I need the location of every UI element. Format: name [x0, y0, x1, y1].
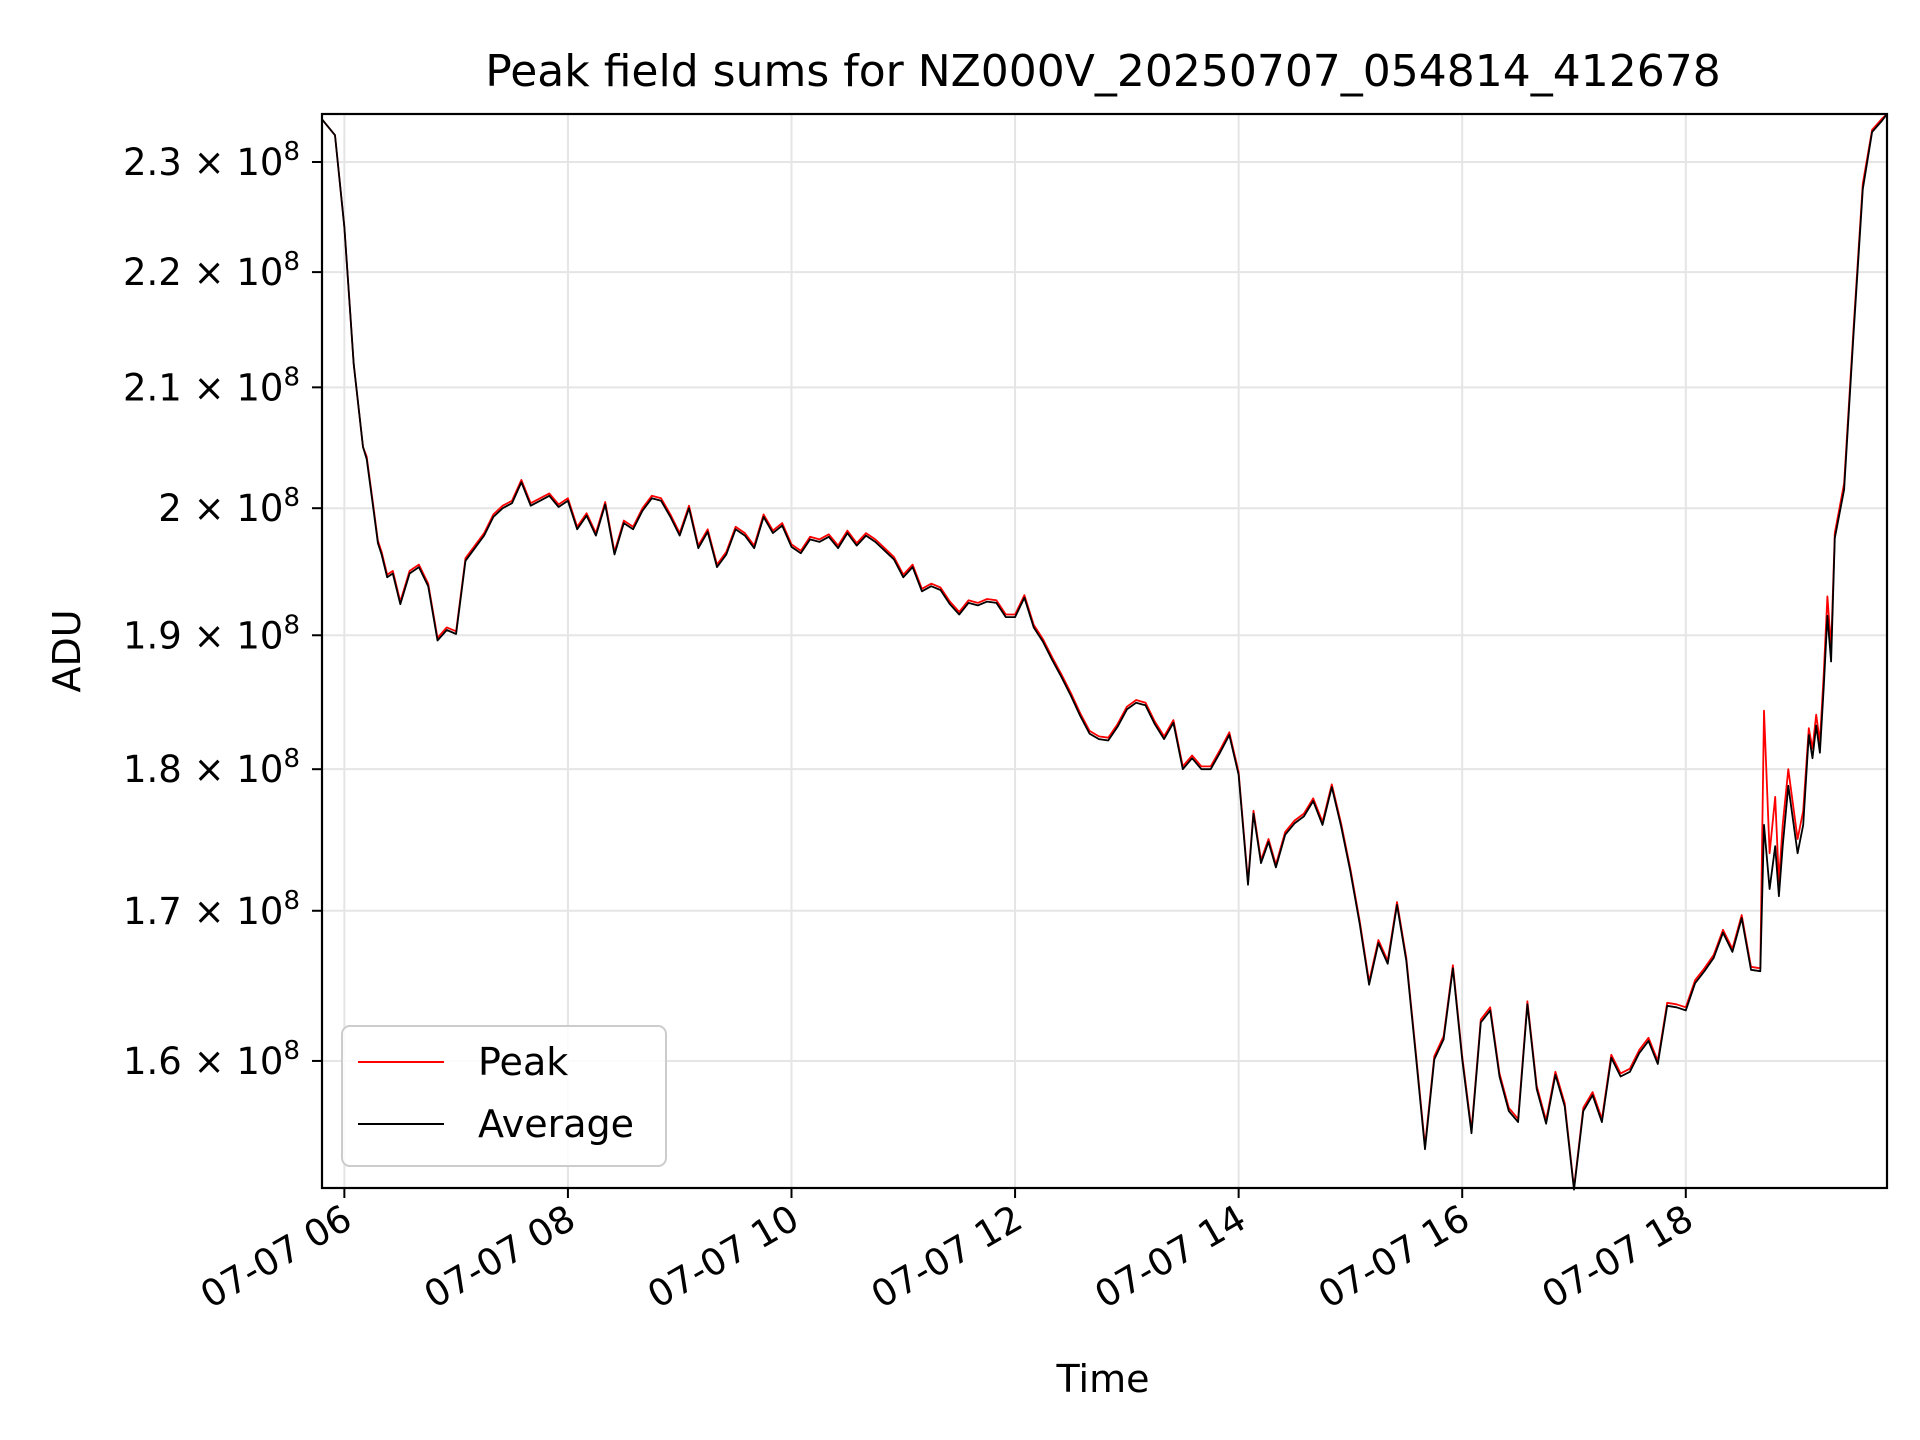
- y-tick-multiplier: × 10: [194, 890, 284, 933]
- y-tick-exponent: 8: [283, 1036, 300, 1066]
- series-line-average: [321, 113, 1888, 1191]
- y-tick-exponent: 8: [283, 886, 300, 916]
- y-tick-multiplier: × 10: [194, 141, 284, 184]
- chart-title: Peak field sums for NZ000V_20250707_0548…: [485, 46, 1720, 97]
- y-tick-mantissa: 2.3: [123, 141, 194, 184]
- y-tick-multiplier: × 10: [194, 251, 284, 294]
- y-tick-mantissa: 2.2: [123, 251, 194, 294]
- y-tick-label: 2.3 × 108: [123, 137, 300, 184]
- y-tick-multiplier: × 10: [194, 366, 284, 409]
- y-tick-mantissa: 1.8: [123, 748, 194, 791]
- y-tick-exponent: 8: [283, 610, 300, 640]
- y-tick-label: 1.8 × 108: [123, 744, 300, 791]
- legend-label-peak: Peak: [478, 1040, 568, 1084]
- legend-label-average: Average: [478, 1102, 634, 1146]
- y-tick-label: 2 × 108: [158, 483, 300, 530]
- plot-frame: [320, 112, 1889, 1190]
- y-tick-exponent: 8: [283, 247, 300, 277]
- x-axis-label: Time: [1056, 1357, 1150, 1401]
- y-tick-mantissa: 1.6: [123, 1040, 194, 1083]
- y-tick-multiplier: × 10: [194, 1040, 284, 1083]
- y-axis-label: ADU: [45, 609, 89, 692]
- y-tick-exponent: 8: [283, 744, 300, 774]
- legend: Peak Average: [341, 1025, 667, 1167]
- y-tick-mantissa: 2: [158, 487, 193, 530]
- y-tick-mantissa: 1.7: [123, 890, 194, 933]
- y-tick-label: 2.1 × 108: [123, 362, 300, 409]
- y-tick-multiplier: × 10: [194, 748, 284, 791]
- plot-lines: [321, 113, 1888, 1191]
- y-tick-exponent: 8: [283, 137, 300, 167]
- y-tick-mantissa: 1.9: [123, 614, 194, 657]
- y-tick-label: 1.7 × 108: [123, 886, 300, 933]
- y-tick-exponent: 8: [283, 483, 300, 513]
- y-tick-label: 1.6 × 108: [123, 1036, 300, 1083]
- y-tick-mantissa: 2.1: [123, 366, 194, 409]
- y-tick-exponent: 8: [283, 362, 300, 392]
- y-tick-multiplier: × 10: [194, 487, 284, 530]
- y-tick-multiplier: × 10: [194, 614, 284, 657]
- y-tick-label: 2.2 × 108: [123, 247, 300, 294]
- y-tick-label: 1.9 × 108: [123, 610, 300, 657]
